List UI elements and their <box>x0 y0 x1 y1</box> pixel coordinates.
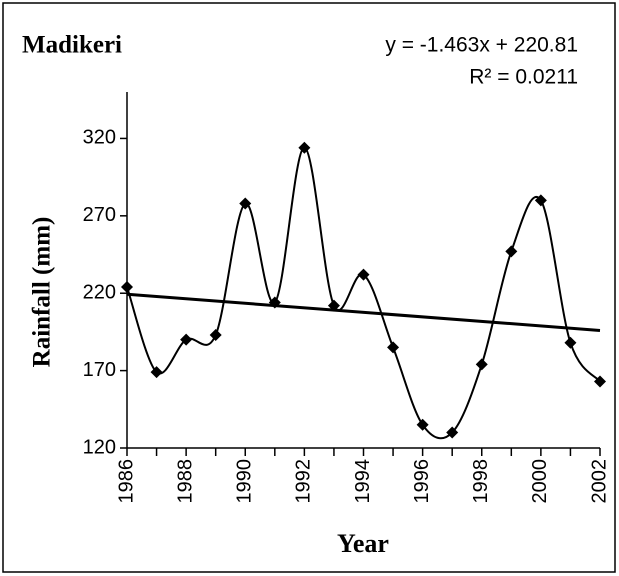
marker <box>446 426 459 439</box>
marker <box>209 329 222 342</box>
y-tick-label: 270 <box>83 204 116 226</box>
x-tick-label: 1992 <box>293 459 315 504</box>
y-axis-title: Rainfall (mm) <box>29 217 56 368</box>
marker <box>150 366 163 379</box>
x-tick-label: 1998 <box>470 459 492 504</box>
x-tick-label: 2000 <box>529 459 551 504</box>
marker <box>121 281 133 294</box>
x-axis-title: Year <box>337 529 389 558</box>
trend-equation: y = -1.463x + 220.81 <box>385 34 578 57</box>
marker <box>239 197 252 210</box>
marker <box>357 268 370 281</box>
r-squared: R² = 0.0211 <box>469 66 578 89</box>
marker <box>298 141 311 154</box>
y-tick-label: 120 <box>83 436 116 458</box>
marker <box>534 194 547 207</box>
y-tick-label: 170 <box>83 359 116 381</box>
x-tick-label: 1994 <box>352 459 374 504</box>
marker <box>180 333 193 346</box>
x-tick-label: 1996 <box>411 459 433 504</box>
x-tick-label: 1990 <box>234 459 256 504</box>
marker <box>564 336 577 349</box>
marker <box>416 418 429 431</box>
trend-line <box>126 292 601 332</box>
marker <box>594 375 606 388</box>
x-tick-label: 1986 <box>115 459 137 504</box>
y-tick-label: 320 <box>83 127 116 149</box>
marker <box>475 358 488 371</box>
marker <box>387 341 400 354</box>
marker <box>505 245 518 258</box>
y-tick-label: 220 <box>83 281 116 303</box>
x-tick-label: 2002 <box>588 459 610 504</box>
chart-title: Madikeri <box>22 32 122 59</box>
series-line <box>126 146 601 440</box>
x-tick-label: 1988 <box>174 459 196 504</box>
